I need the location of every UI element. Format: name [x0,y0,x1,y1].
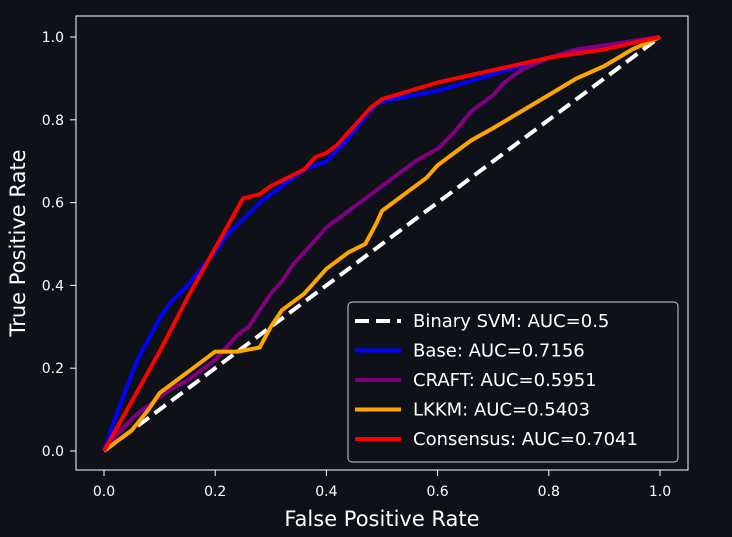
legend-label-1: Base: AUC=0.7156 [413,341,585,362]
series-line-3 [102,35,661,453]
legend-label-2: CRAFT: AUC=0.5951 [413,370,597,391]
plot-frame [75,15,689,471]
y-tick-label: 0.6 [42,196,64,212]
series-line-2 [102,35,661,453]
series-layer [102,35,662,453]
x-tick-label: 0.4 [315,484,337,500]
legend: Binary SVM: AUC=0.5 Base: AUC=0.7156 CRAFT… [347,301,679,463]
x-tick-label: 0.0 [93,484,115,500]
x-axis-label: False Positive Rate [284,507,479,531]
legend-frame [347,301,679,463]
series-line-4 [102,35,661,452]
legend-label-0: Binary SVM: AUC=0.5 [413,311,609,332]
x-tick-label: 1.0 [649,484,671,500]
y-tick-label: 0.0 [42,444,64,460]
ticks-layer: 0.0 0.2 0.4 0.6 0.8 1.0 0.0 0.2 0.4 0.6 0.8 1.0 [42,30,671,500]
y-axis-label: True Positive Rate [6,149,30,337]
x-tick-label: 0.8 [538,484,560,500]
y-tick-label: 0.2 [42,361,64,377]
x-tick-label: 0.6 [426,484,448,500]
y-tick-label: 0.4 [42,278,64,294]
legend-label-3: LKKM: AUC=0.5403 [413,400,590,421]
x-tick-label: 0.2 [204,484,226,500]
y-tick-label: 1.0 [42,30,64,46]
legend-label-4: Consensus: AUC=0.7041 [413,429,638,450]
y-tick-label: 0.8 [42,113,64,129]
series-line-0 [102,35,662,453]
